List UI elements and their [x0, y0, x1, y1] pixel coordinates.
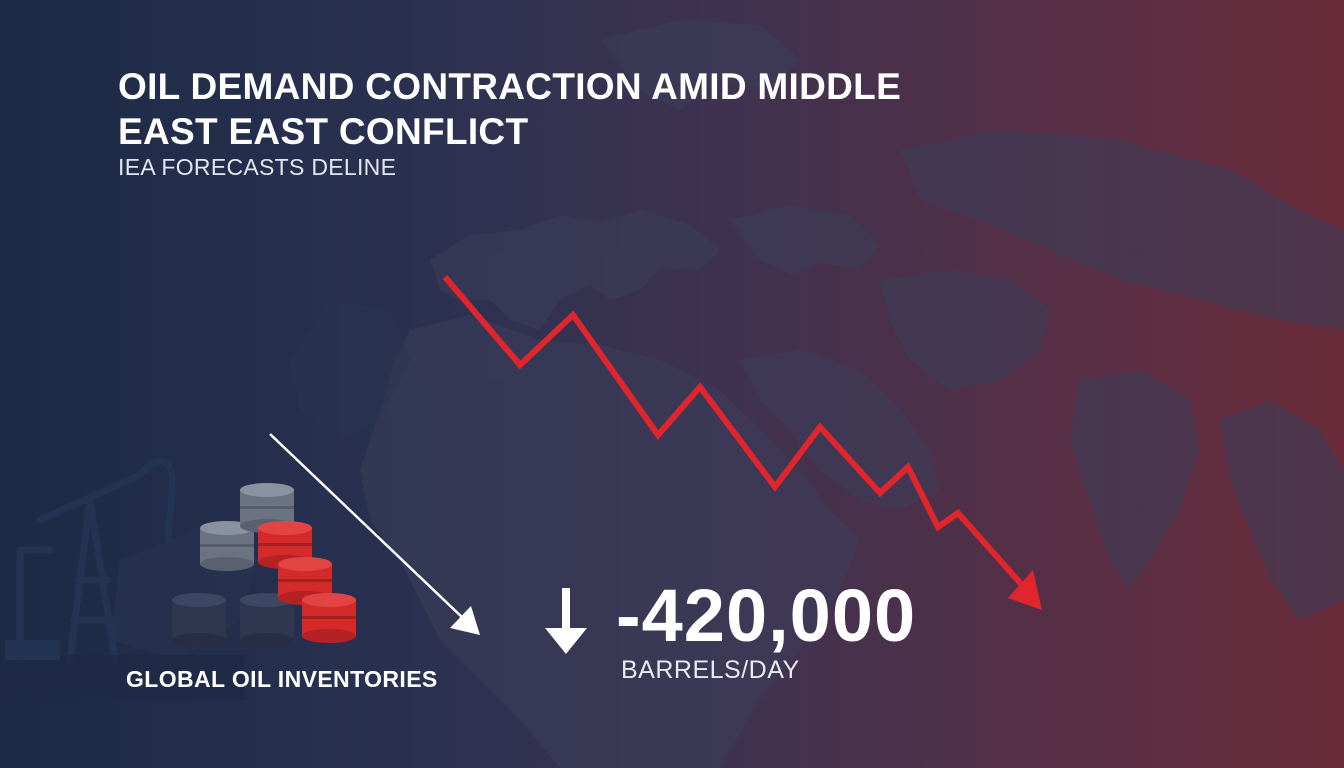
oil-pump-icon	[0, 457, 245, 700]
diagonal-arrow-icon	[269, 433, 480, 635]
decline-trend-line	[442, 275, 1042, 610]
demand-change-value: -420,000	[616, 574, 917, 657]
barrel-red-2	[278, 557, 332, 605]
demand-change-unit: BARRELS/DAY	[621, 656, 800, 684]
page-title: OIL DEMAND CONTRACTION AMID MIDDLE EAST …	[118, 66, 902, 152]
page-subtitle: IEA FORECASTS DELINE	[118, 154, 397, 180]
barrel-red-3	[302, 593, 356, 643]
barrel-grey-left	[200, 521, 254, 571]
oil-barrels-icon	[172, 483, 356, 647]
down-arrow-icon	[545, 588, 587, 654]
barrel-dark-left	[172, 593, 226, 647]
inventories-label: GLOBAL OIL INVENTORIES	[126, 666, 438, 692]
